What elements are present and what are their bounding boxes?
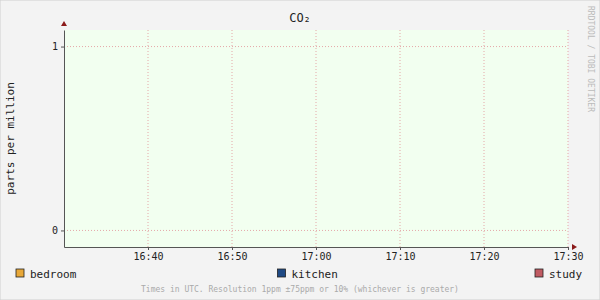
tick-label: 17:10 [385,251,415,262]
grid-line [316,30,317,247]
tick-mark [232,247,233,250]
tick-label: 17:30 [553,251,583,262]
footnote: Times in UTC. Resolution 1ppm ±75ppm or … [141,285,459,294]
tick-mark [400,247,401,250]
legend-label: study [549,268,582,281]
legend-swatch [535,269,543,277]
grid-line [148,30,149,247]
grid-line [64,230,568,231]
legend-item: study [535,268,582,281]
y-axis-title: parts per million [4,82,17,195]
tick: 17:20 [469,247,499,262]
legend-swatch [278,269,286,277]
plot-area [64,30,568,247]
tick-label: 0 [52,225,58,236]
tick: 1 [52,41,64,52]
tick-mark [316,247,317,250]
tick-mark [61,47,64,48]
title: CO₂ [289,11,311,25]
tick-label: 17:20 [469,251,499,262]
chart: 16:4016:5017:0017:1017:2017:3001CO₂parts… [0,0,600,300]
axis-line [64,31,65,248]
tick-label: 16:50 [217,251,247,262]
grid-line [232,30,233,247]
tick: 16:50 [217,247,247,262]
grid-line [400,30,401,247]
y-axis: 01 [52,31,65,248]
background [0,0,600,300]
tick-label: 17:00 [301,251,331,262]
tick: 16:40 [133,247,163,262]
tick-mark [484,247,485,250]
grid-line [64,46,568,47]
tick-mark [61,230,64,231]
grid [64,30,568,247]
legend-label: bedroom [30,268,77,281]
legend-label: kitchen [292,268,338,281]
tick-label: 16:40 [133,251,163,262]
grid-line [484,30,485,247]
tick-mark [568,247,569,250]
tick: 17:00 [301,247,331,262]
tick: 17:10 [385,247,415,262]
tick-mark [148,247,149,250]
credit: RRDTOOL / TOBI OETIKER [586,6,595,112]
x-axis: 16:40 16:50 17:00 17:10 17:20 17:30 [65,247,584,262]
grid-line [568,30,569,247]
legend-item: kitchen [278,268,338,281]
legend-swatch [16,269,24,277]
tick-label: 1 [52,41,58,52]
axis-arrow [572,244,577,250]
tick: 17:30 [553,247,583,262]
tick: 0 [52,225,64,236]
legend-item: bedroom [16,268,77,281]
axis-arrow [61,21,67,26]
